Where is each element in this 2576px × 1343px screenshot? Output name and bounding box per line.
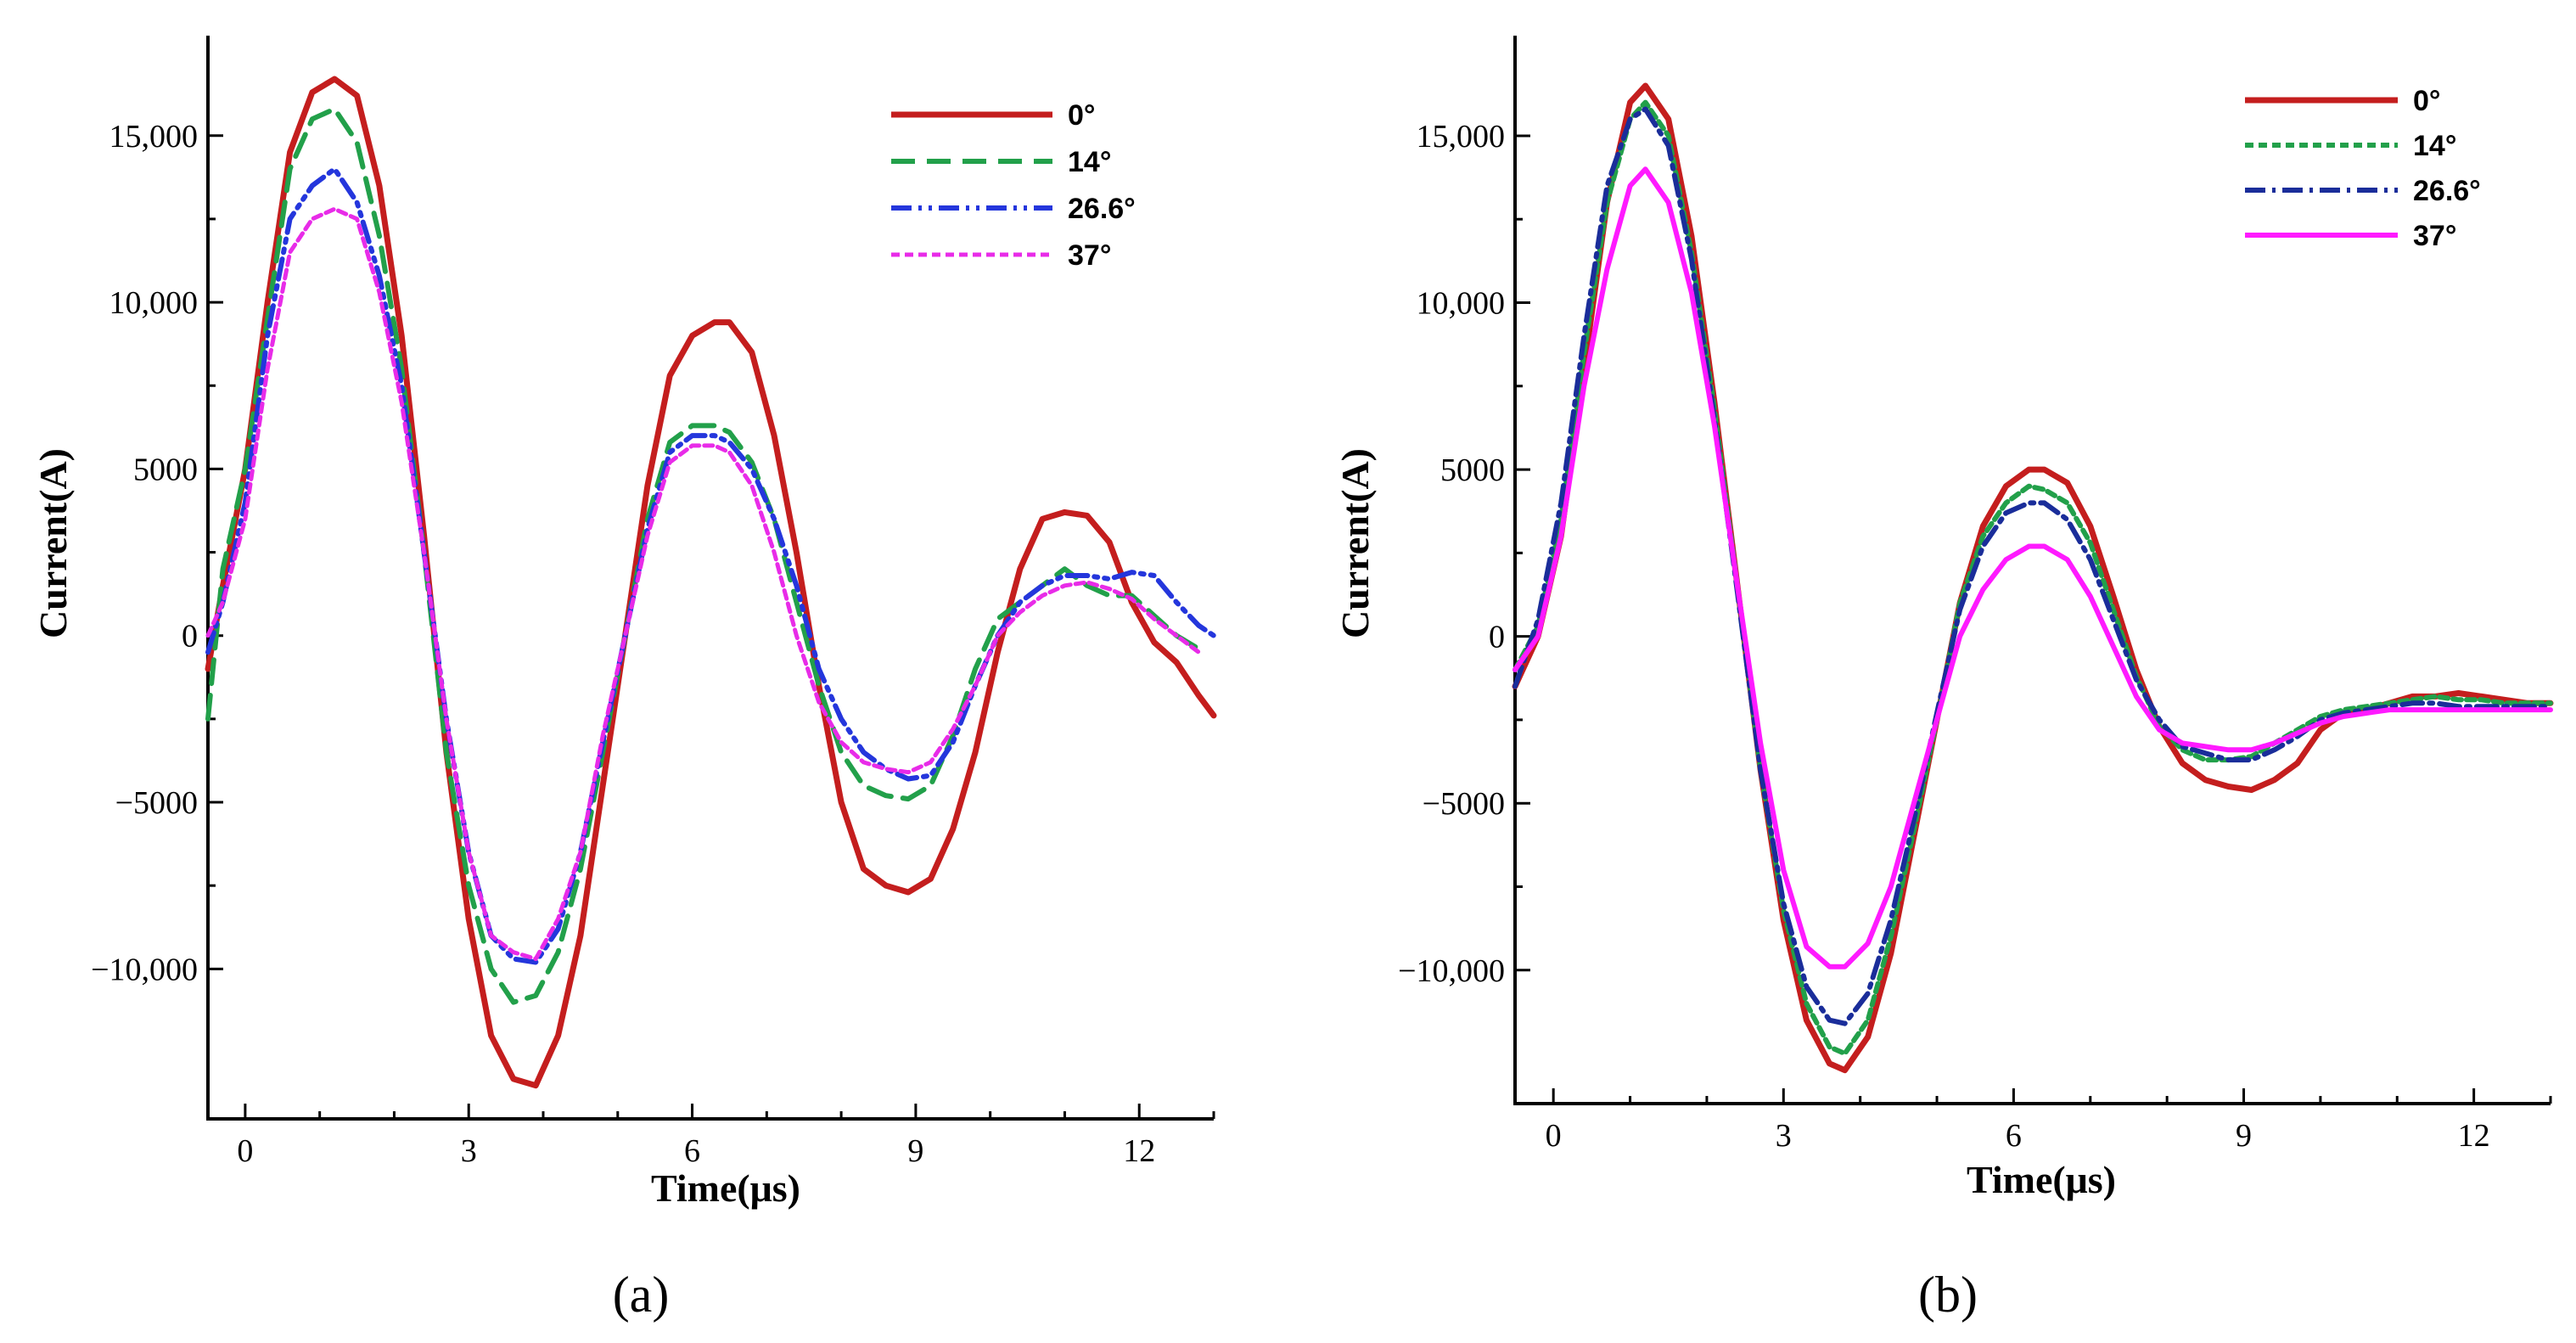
legend-label: 37° bbox=[2413, 220, 2456, 252]
legend-label: 14° bbox=[1068, 146, 1111, 178]
x-axis-title: Time(μs) bbox=[1967, 1158, 2116, 1201]
series-line-14deg bbox=[1512, 99, 2553, 1056]
series-line-0deg bbox=[205, 76, 1217, 1089]
x-axis-title: Time(μs) bbox=[651, 1166, 800, 1210]
legend-label: 14° bbox=[2413, 130, 2456, 162]
chart-panel-b: 0 3 6 9 12 −10,000 −5000 0 5000 10,000 15,000 Time(… bbox=[1333, 36, 2554, 1323]
panel-caption: (b) bbox=[1918, 1267, 1978, 1323]
series-line-37deg bbox=[205, 206, 1201, 961]
x-tick-label: 3 bbox=[461, 1133, 477, 1169]
x-tick-label: 6 bbox=[684, 1133, 700, 1169]
panel-caption: (a) bbox=[613, 1267, 670, 1323]
legend-label: 37° bbox=[1068, 239, 1111, 272]
x-tick-label: 0 bbox=[1546, 1118, 1562, 1154]
y-tick-label: 5000 bbox=[1440, 452, 1505, 488]
y-tick-label: 10,000 bbox=[109, 285, 199, 321]
x-tick-label: 12 bbox=[1123, 1133, 1155, 1169]
y-axis-title: Current(A) bbox=[1333, 448, 1377, 638]
y-tick-label: −10,000 bbox=[91, 952, 198, 987]
x-tick-label: 6 bbox=[2006, 1118, 2022, 1154]
y-tick-label: 10,000 bbox=[1417, 286, 1506, 322]
y-tick-label: −10,000 bbox=[1398, 953, 1505, 989]
x-tick-label: 0 bbox=[237, 1133, 253, 1169]
y-tick-label: 0 bbox=[1489, 620, 1505, 655]
y-tick-label: −5000 bbox=[115, 785, 198, 821]
y-tick-label: −5000 bbox=[1423, 786, 1505, 822]
legend-label: 0° bbox=[2413, 85, 2441, 117]
y-axis-title: Current(A) bbox=[31, 448, 75, 638]
axis-spine bbox=[1513, 36, 2551, 1105]
y-tick-label: 15,000 bbox=[109, 119, 199, 155]
y-tick-label: 0 bbox=[182, 619, 198, 655]
series-line-26.6deg bbox=[205, 166, 1216, 965]
legend-label: 26.6° bbox=[1068, 193, 1136, 225]
x-tick-label: 12 bbox=[2458, 1118, 2490, 1154]
x-tick-label: 9 bbox=[907, 1133, 923, 1169]
x-tick-label: 3 bbox=[1776, 1118, 1792, 1154]
y-tick-label: 5000 bbox=[133, 452, 198, 487]
y-tick-label: 15,000 bbox=[1417, 119, 1506, 155]
axis-spine bbox=[206, 36, 1214, 1121]
series-line-26.6deg bbox=[1512, 106, 2553, 1026]
legend-label: 26.6° bbox=[2413, 175, 2481, 207]
series-line-37deg bbox=[1512, 166, 2553, 969]
legend-label: 0° bbox=[1068, 99, 1096, 132]
chart-panel-a: 0 3 6 9 12 −10,000 −5000 0 5000 10,000 15,000 Time(… bbox=[31, 36, 1217, 1323]
x-tick-label: 9 bbox=[2236, 1118, 2252, 1154]
series-line-14deg bbox=[205, 106, 1202, 1005]
